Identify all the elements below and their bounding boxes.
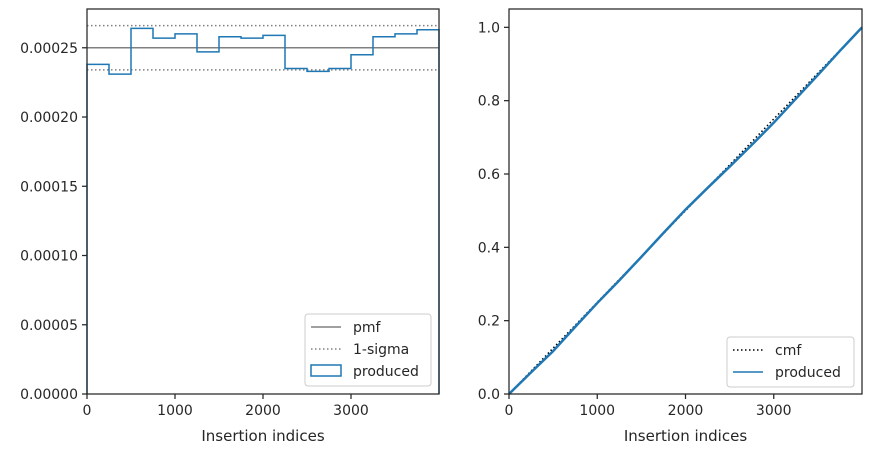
legend-box — [304, 313, 432, 387]
x-axis-label: Insertion indices — [201, 427, 324, 445]
legend-label-cmf: cmf — [775, 343, 802, 359]
y-tick-label: 0.6 — [478, 167, 500, 183]
x-tick-label: 0 — [505, 403, 514, 419]
legend-label-produced: produced — [353, 364, 419, 380]
y-tick-label: 1.0 — [478, 20, 500, 36]
y-tick-label: 0.00025 — [20, 41, 78, 57]
legend-label-pmf: pmf — [353, 320, 382, 336]
series-produced-step — [86, 27, 440, 394]
y-tick-label: 0.00000 — [20, 387, 78, 403]
histogram-panel: 0 1000 2000 3000 0.00000 0.00005 0.00010 0.0001… — [20, 8, 440, 445]
y-tick-label: 0.2 — [478, 314, 500, 330]
legend-handle-produced — [310, 364, 342, 377]
legend-label-produced: produced — [775, 365, 841, 381]
x-tick-label: 1000 — [579, 403, 615, 419]
series-cmf-line — [508, 26, 863, 395]
y-tick-label: 0.00010 — [20, 249, 78, 265]
y-tick-label: 0.4 — [478, 240, 500, 256]
x-tick-label: 3000 — [756, 403, 792, 419]
legend-box — [726, 336, 855, 388]
y-tick-label: 0.00015 — [20, 179, 78, 195]
x-tick-label: 2000 — [245, 403, 281, 419]
legend-label-1-sigma: 1-sigma — [353, 342, 409, 358]
x-tick-label: 0 — [83, 403, 92, 419]
plot-frame — [508, 8, 863, 395]
y-tick-label: 0.8 — [478, 94, 500, 110]
y-tick-label: 0.00005 — [20, 318, 78, 334]
x-tick-label: 1000 — [157, 403, 193, 419]
x-tick-label: 2000 — [668, 403, 704, 419]
y-tick-label: 0.00020 — [20, 110, 78, 126]
x-tick-label: 3000 — [333, 403, 369, 419]
x-axis-label: Insertion indices — [624, 427, 747, 445]
y-tick-label: 0.0 — [478, 387, 500, 403]
series-produced-line — [508, 26, 863, 395]
cumulative-panel: 0 1000 2000 3000 0.0 0.2 0.4 0.6 0.8 1.0 Insertion… — [478, 8, 863, 445]
